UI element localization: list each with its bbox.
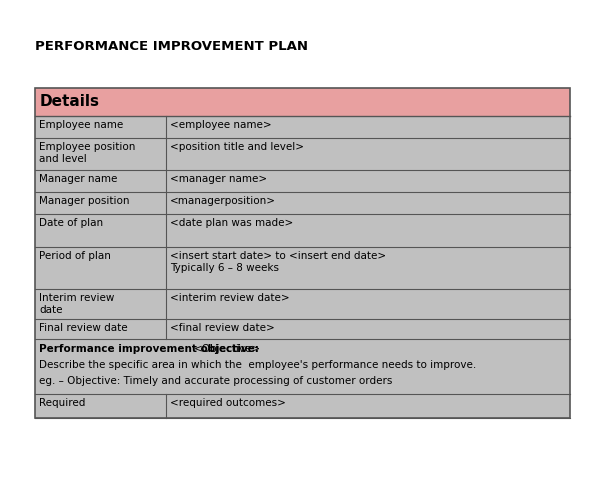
Text: <position title and level>: <position title and level> (170, 142, 304, 152)
Text: <employee name>: <employee name> (170, 120, 272, 130)
Bar (35, 289, 570, 319)
Text: Final review date: Final review date (39, 323, 128, 333)
Bar (35, 319, 570, 339)
Text: Describe the specific area in which the  employee's performance needs to improve: Describe the specific area in which the … (39, 360, 476, 370)
Text: Employee name: Employee name (39, 120, 123, 130)
Bar (35, 88, 570, 418)
Text: eg. – Objective: Timely and accurate processing of customer orders: eg. – Objective: Timely and accurate pro… (39, 376, 392, 386)
Bar (35, 394, 570, 418)
Text: <final review date>: <final review date> (170, 323, 275, 333)
Text: Details: Details (40, 94, 100, 110)
Bar (35, 214, 570, 247)
Text: <manager name>: <manager name> (170, 174, 267, 184)
Bar (35, 339, 570, 394)
Bar (35, 116, 570, 138)
Text: Period of plan: Period of plan (39, 251, 111, 261)
Text: Required: Required (39, 398, 85, 408)
Text: Employee position
and level: Employee position and level (39, 142, 136, 164)
Bar (35, 192, 570, 214)
Bar (35, 247, 570, 289)
Text: Performance improvement objective:: Performance improvement objective: (39, 344, 259, 354)
Text: Date of plan: Date of plan (39, 218, 103, 228)
Text: <managerposition>: <managerposition> (170, 196, 276, 206)
Bar (35, 88, 570, 116)
Text: <Objective>: <Objective> (194, 344, 261, 354)
Text: Manager position: Manager position (39, 196, 130, 206)
Text: <interim review date>: <interim review date> (170, 293, 290, 303)
Bar (35, 170, 570, 192)
Text: <required outcomes>: <required outcomes> (170, 398, 286, 408)
Bar (35, 138, 570, 170)
Text: <date plan was made>: <date plan was made> (170, 218, 293, 228)
Text: PERFORMANCE IMPROVEMENT PLAN: PERFORMANCE IMPROVEMENT PLAN (35, 40, 308, 53)
Text: Interim review
date: Interim review date (39, 293, 115, 314)
Text: <insert start date> to <insert end date>
Typically 6 – 8 weeks: <insert start date> to <insert end date>… (170, 251, 386, 272)
Text: Manager name: Manager name (39, 174, 118, 184)
